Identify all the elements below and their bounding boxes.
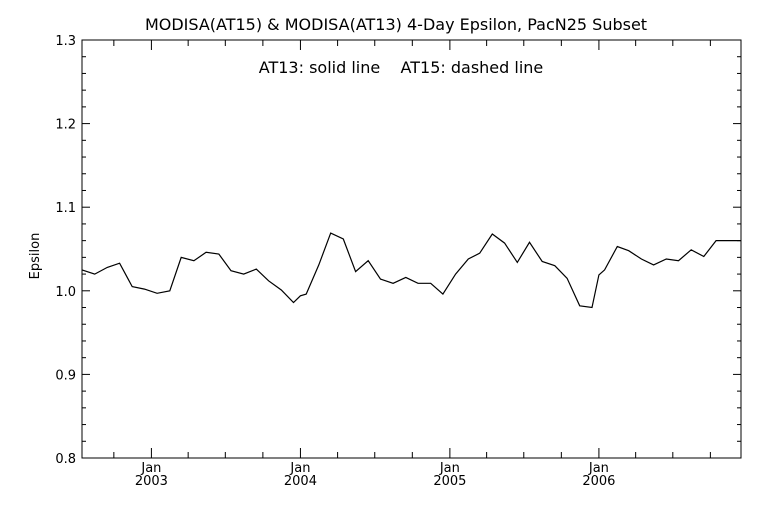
chart-annotation: AT13: solid line AT15: dashed line (259, 58, 544, 77)
x-tick-month-label: Jan (588, 461, 609, 476)
y-axis: 0.8 0.9 1.0 1.1 1.2 1.3 (55, 34, 741, 467)
x-tick-month-label: Jan (140, 461, 161, 476)
y-tick-label: 0.9 (55, 368, 76, 383)
x-tick-year-label: 2006 (582, 474, 615, 489)
y-tick-label: 0.8 (55, 452, 76, 467)
series-layer (81, 232, 741, 309)
x-tick-year-label: 2005 (433, 474, 466, 489)
y-tick-label: 1.0 (55, 285, 76, 300)
y-tick-label: 1.3 (55, 34, 76, 49)
plot-frame (81, 39, 742, 459)
series-line-at13 (81, 232, 741, 309)
x-tick-month-label: Jan (289, 461, 310, 476)
chart-title: MODISA(AT15) & MODISA(AT13) 4-Day Epsilo… (145, 15, 647, 34)
x-tick-month-label: Jan (439, 461, 460, 476)
y-tick-label: 1.1 (55, 201, 76, 216)
y-axis-label: Epsilon (28, 233, 43, 280)
x-tick-year-label: 2003 (135, 474, 168, 489)
y-tick-label: 1.2 (55, 118, 76, 133)
x-tick-year-label: 2004 (284, 474, 317, 489)
